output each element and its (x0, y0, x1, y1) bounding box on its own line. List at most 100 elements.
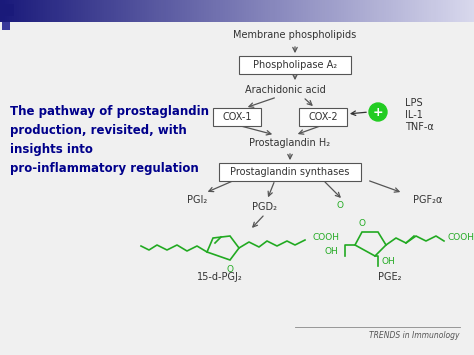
Bar (71, 0, 73, 22)
Text: OH: OH (382, 257, 396, 267)
Bar (313, 0, 315, 22)
Bar (180, 0, 182, 22)
Bar (318, 0, 320, 22)
Bar (301, 0, 303, 22)
Bar (21, 0, 24, 22)
Bar (270, 0, 273, 22)
Text: PGF₂α: PGF₂α (413, 195, 442, 205)
Bar (403, 0, 405, 22)
Bar (284, 0, 287, 22)
Bar (36, 0, 38, 22)
Bar (256, 0, 258, 22)
Bar (239, 0, 242, 22)
Bar (308, 0, 310, 22)
Bar (5, 0, 7, 22)
Bar (268, 0, 270, 22)
Bar (244, 0, 246, 22)
Bar (171, 0, 173, 22)
Bar (197, 0, 199, 22)
Bar (147, 0, 149, 22)
Bar (9, 0, 12, 22)
Bar (142, 0, 145, 22)
Bar (287, 0, 289, 22)
Bar (389, 0, 391, 22)
FancyBboxPatch shape (239, 56, 351, 74)
Bar (441, 0, 443, 22)
Bar (128, 0, 130, 22)
Bar (296, 0, 299, 22)
Bar (438, 0, 441, 22)
Bar (209, 0, 211, 22)
Bar (332, 0, 334, 22)
Text: +: + (373, 105, 383, 119)
Bar (206, 0, 209, 22)
Bar (2, 0, 5, 22)
Bar (358, 0, 360, 22)
Bar (69, 0, 71, 22)
Bar (33, 0, 36, 22)
Bar (251, 0, 254, 22)
Bar (123, 0, 126, 22)
Text: Prostaglandin synthases: Prostaglandin synthases (230, 167, 350, 177)
Bar (194, 0, 197, 22)
Bar (140, 0, 142, 22)
Bar (45, 0, 47, 22)
Bar (43, 0, 45, 22)
Bar (73, 0, 76, 22)
Bar (55, 0, 57, 22)
Bar (249, 0, 251, 22)
Bar (185, 0, 187, 22)
Bar (173, 0, 175, 22)
Bar (465, 0, 467, 22)
Text: TNF-α: TNF-α (405, 122, 434, 132)
Bar (320, 0, 322, 22)
Text: IL-1: IL-1 (405, 110, 423, 120)
Bar (365, 0, 367, 22)
Bar (363, 0, 365, 22)
Bar (192, 0, 194, 22)
Bar (462, 0, 465, 22)
Bar (374, 0, 377, 22)
Text: Membrane phospholipids: Membrane phospholipids (233, 30, 356, 40)
Bar (38, 0, 40, 22)
Bar (19, 0, 21, 22)
Bar (104, 0, 107, 22)
Bar (422, 0, 424, 22)
Bar (277, 0, 280, 22)
Bar (201, 0, 204, 22)
Bar (178, 0, 180, 22)
Bar (107, 0, 109, 22)
Bar (204, 0, 206, 22)
Bar (353, 0, 356, 22)
Bar (377, 0, 379, 22)
Bar (0, 0, 2, 22)
Text: 15-d-PGJ₂: 15-d-PGJ₂ (197, 272, 243, 282)
Bar (367, 0, 370, 22)
Bar (145, 0, 147, 22)
Bar (401, 0, 403, 22)
Bar (114, 0, 116, 22)
Bar (391, 0, 393, 22)
Bar (289, 0, 292, 22)
Bar (100, 0, 102, 22)
Bar (280, 0, 282, 22)
Bar (334, 0, 337, 22)
Bar (398, 0, 401, 22)
Text: COX-2: COX-2 (308, 112, 338, 122)
Bar (137, 0, 140, 22)
Bar (254, 0, 256, 22)
Bar (14, 0, 17, 22)
Bar (92, 0, 95, 22)
Bar (95, 0, 97, 22)
Text: COOH: COOH (448, 234, 474, 242)
Bar (59, 0, 62, 22)
Bar (121, 0, 123, 22)
Bar (190, 0, 192, 22)
Bar (393, 0, 396, 22)
Bar (246, 0, 249, 22)
Bar (344, 0, 346, 22)
Bar (81, 0, 83, 22)
Bar (223, 0, 225, 22)
Text: OH: OH (324, 247, 338, 257)
Bar (156, 0, 159, 22)
